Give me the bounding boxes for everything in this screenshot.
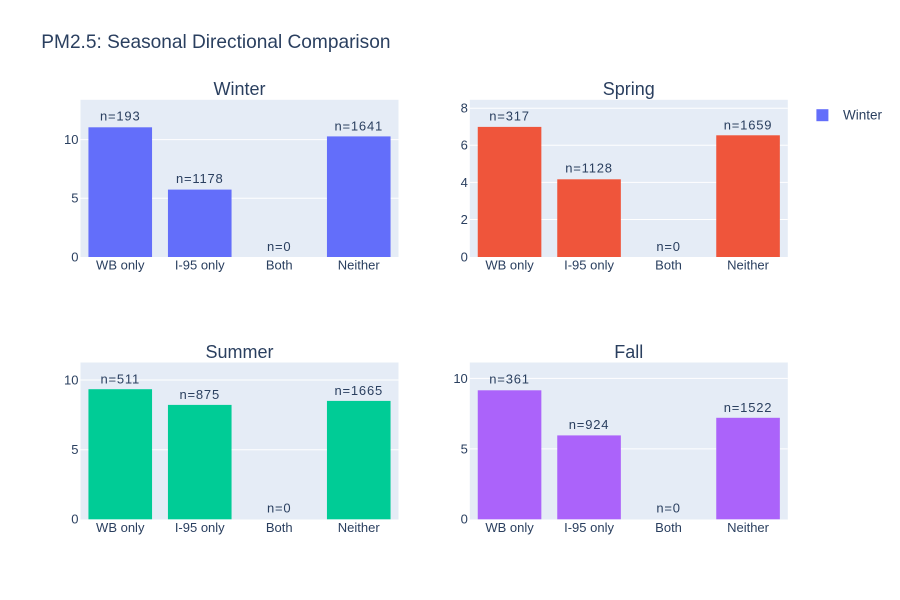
svg-text:I-95 only: I-95 only	[564, 258, 614, 273]
svg-text:n=0: n=0	[267, 239, 291, 254]
svg-text:Summer: Summer	[205, 342, 273, 362]
svg-text:n=875: n=875	[179, 387, 220, 402]
svg-text:Neither: Neither	[338, 258, 381, 273]
svg-text:WB only: WB only	[485, 258, 534, 273]
svg-text:4: 4	[461, 175, 468, 190]
svg-text:10: 10	[453, 371, 467, 386]
svg-text:n=0: n=0	[656, 500, 680, 515]
svg-text:Both: Both	[655, 520, 682, 535]
svg-text:n=924: n=924	[569, 417, 610, 432]
svg-text:n=1128: n=1128	[565, 161, 613, 176]
svg-text:I-95 only: I-95 only	[175, 520, 225, 535]
svg-text:8: 8	[461, 101, 468, 116]
svg-text:WB only: WB only	[485, 520, 534, 535]
svg-text:Winter: Winter	[843, 107, 883, 122]
svg-text:2: 2	[461, 212, 468, 227]
svg-text:5: 5	[71, 191, 78, 206]
svg-text:0: 0	[71, 512, 78, 527]
svg-text:n=361: n=361	[489, 372, 530, 387]
svg-text:Both: Both	[266, 258, 293, 273]
svg-text:n=0: n=0	[656, 239, 680, 254]
svg-text:n=1522: n=1522	[724, 400, 773, 415]
svg-text:10: 10	[64, 372, 78, 387]
svg-text:n=317: n=317	[489, 108, 530, 123]
svg-text:0: 0	[461, 512, 468, 527]
svg-text:Neither: Neither	[338, 520, 381, 535]
svg-text:n=0: n=0	[267, 500, 291, 515]
svg-text:0: 0	[71, 249, 78, 264]
svg-text:Winter: Winter	[213, 79, 265, 99]
svg-text:PM2.5: Seasonal Directional Co: PM2.5: Seasonal Directional Comparison	[41, 32, 390, 53]
svg-text:5: 5	[461, 441, 468, 456]
svg-text:6: 6	[461, 138, 468, 153]
svg-text:n=1641: n=1641	[334, 119, 383, 134]
svg-text:Neither: Neither	[727, 258, 770, 273]
svg-text:Fall: Fall	[614, 342, 643, 362]
svg-text:I-95 only: I-95 only	[175, 258, 225, 273]
svg-text:WB only: WB only	[96, 258, 145, 273]
svg-text:n=511: n=511	[100, 371, 140, 386]
svg-text:0: 0	[461, 249, 468, 264]
svg-text:n=1665: n=1665	[334, 383, 383, 398]
svg-text:Both: Both	[266, 520, 293, 535]
svg-text:n=1178: n=1178	[176, 171, 224, 186]
svg-text:Neither: Neither	[727, 520, 770, 535]
svg-text:Both: Both	[655, 258, 682, 273]
svg-text:n=193: n=193	[100, 108, 141, 123]
svg-text:Spring: Spring	[603, 79, 655, 99]
svg-text:WB only: WB only	[96, 520, 145, 535]
svg-text:5: 5	[71, 442, 78, 457]
svg-text:n=1659: n=1659	[724, 118, 773, 133]
svg-text:I-95 only: I-95 only	[564, 520, 614, 535]
svg-text:10: 10	[64, 132, 78, 147]
